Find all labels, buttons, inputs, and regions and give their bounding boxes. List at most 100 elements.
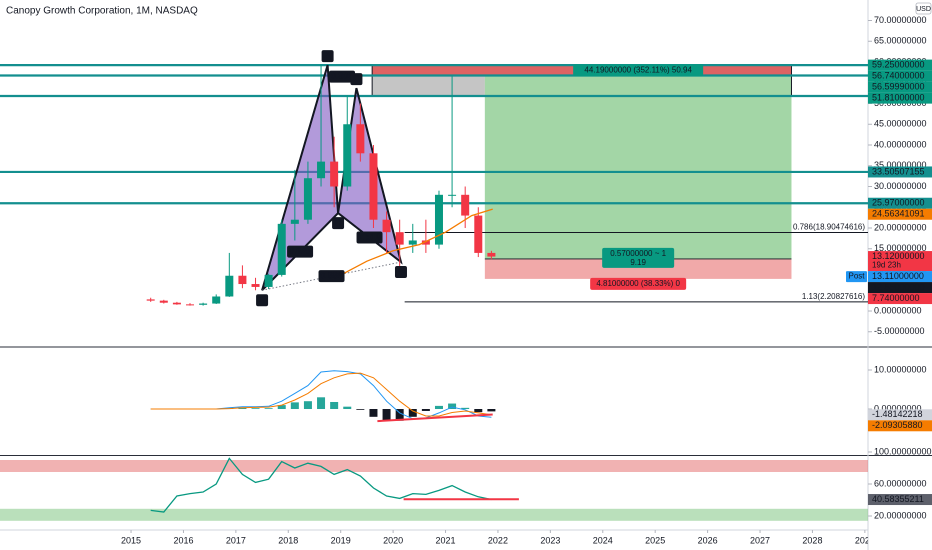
fib-label: 0.786(18.90474616) (793, 223, 865, 232)
candle-body (225, 275, 234, 297)
candle-body (277, 223, 286, 275)
candle-body (172, 302, 181, 305)
point-box (332, 217, 345, 230)
point-label: B (335, 217, 342, 227)
price-label: 51.81000000 (872, 92, 925, 102)
point-box (394, 266, 407, 279)
y-tick-label: 65.00000000 (874, 36, 927, 46)
ratio-label: 0.886 (320, 271, 343, 281)
candle-body (264, 274, 273, 287)
histogram-bar (290, 402, 299, 410)
y-tick-label: 10.00000000 (874, 364, 927, 374)
price-label-box (868, 420, 932, 432)
price-label-box (868, 271, 932, 283)
candle-body (343, 124, 352, 187)
countdown-label: 19d 23h (872, 261, 901, 270)
price-pane: 0.786(18.90474616) 1.13(2.20827616) 0.625 0… (0, 50, 868, 307)
candle-body (146, 299, 155, 301)
histogram-bar (264, 408, 273, 410)
price-label: 40.58355211 (872, 494, 924, 504)
point-label: X (259, 295, 265, 305)
candle-body (487, 252, 496, 257)
candle-body (434, 194, 443, 245)
position-gray-zone (372, 75, 485, 96)
price-label: 7.74000000 (872, 293, 920, 303)
candle-body (448, 194, 457, 196)
price-label: 24.56341091 (872, 209, 925, 219)
target-label-box (573, 64, 704, 77)
candle-body (317, 161, 326, 179)
histogram-bar (369, 409, 378, 417)
histogram-bar (238, 407, 247, 410)
x-tick-label: 2018 (278, 535, 298, 545)
ratio-line-2: 9.19 (630, 258, 646, 267)
currency-box (915, 2, 932, 15)
price-label-box (868, 293, 932, 305)
x-tick-label: 2025 (645, 535, 665, 545)
target-label: 44.19000000 (352.11%) 50.94 (584, 65, 692, 74)
price-label: -2.09305880 (872, 420, 923, 430)
candle-body (474, 215, 483, 253)
price-label: 13.11000000 (872, 271, 924, 281)
x-tick-label: 2020 (383, 535, 403, 545)
y-tick-label: 40.00000000 (874, 139, 927, 149)
histogram-bar (487, 409, 496, 412)
price-label-box (868, 70, 932, 82)
histogram-bar (421, 409, 430, 411)
price-label-box (868, 92, 932, 104)
x-tick-label: 2017 (226, 535, 246, 545)
ratio-label: 0.625 (289, 246, 312, 256)
candle-body (356, 124, 365, 154)
price-label-box (868, 208, 932, 220)
price-label-box (868, 166, 932, 178)
histogram-bar (474, 409, 483, 413)
y-tick-label: 30.00000000 (874, 181, 927, 191)
time-axis: 2015 2016 2017 2018 2019 2020 2021 2022 2023 2024… (121, 530, 868, 545)
candle-body (408, 240, 417, 245)
fib-label: 1.13(2.20827616) (802, 292, 866, 301)
histogram-bar (395, 409, 404, 421)
post-badge (846, 271, 867, 283)
candle-body (186, 304, 195, 306)
rsi-band (0, 508, 868, 521)
histogram-bar (303, 401, 312, 410)
rsi-line (150, 457, 492, 513)
y-tick-label: -5.00000000 (874, 326, 925, 336)
candle-body (395, 232, 404, 245)
ratio-label-box (602, 247, 675, 268)
ratio-box (356, 231, 383, 244)
histogram-bar (356, 409, 365, 410)
moving-average (335, 208, 493, 279)
y-tick-label: 20.00000000 (874, 510, 927, 520)
ratio-label: 1.516 (358, 232, 381, 242)
point-label: A (324, 50, 331, 60)
histogram-bar (461, 407, 470, 410)
candle-body (238, 275, 247, 285)
histogram-bar (343, 406, 352, 410)
histogram-bar (382, 409, 391, 421)
candle-body (290, 219, 299, 224)
profit-zone (484, 75, 792, 259)
y-tick-label: 0.00000000 (874, 403, 922, 413)
rsi-band (0, 460, 868, 472)
price-label-box (868, 494, 932, 506)
y-tick-label: 15.00000000 (874, 243, 927, 253)
price-axis: 70.0000000065.0000000060.0000000055.0000… (846, 15, 932, 520)
x-tick-label: 2015 (121, 535, 141, 545)
candle-body (330, 161, 339, 187)
x-tick-label: 2021 (436, 535, 456, 545)
price-label-box (868, 81, 932, 93)
histogram-bar (408, 409, 417, 417)
stop-zone (484, 258, 792, 279)
x-tick-label: 2024 (593, 535, 613, 545)
price-label: -1.48142218 (872, 409, 923, 419)
candle-body (199, 303, 208, 305)
candle-body (251, 284, 260, 287)
ratio-box (287, 245, 314, 258)
trendline (377, 413, 493, 423)
price-label-box (868, 282, 932, 294)
y-tick-label: 45.00000000 (874, 119, 927, 129)
price-label: 59.25000000 (872, 59, 925, 69)
post-label: Post (848, 272, 865, 281)
